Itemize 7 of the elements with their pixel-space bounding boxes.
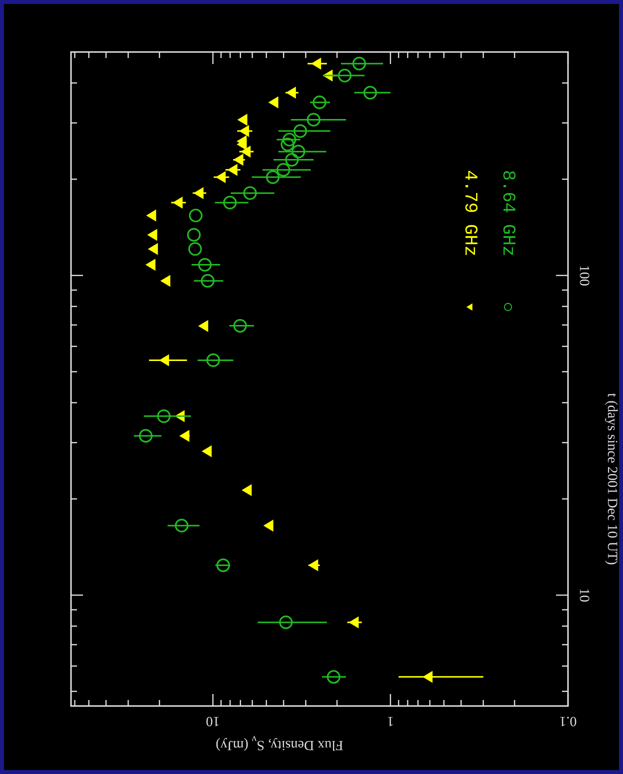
x-tick-label: 1 xyxy=(386,712,394,728)
y-axis-title: t (days since 2001 Dec 10 UT) xyxy=(604,393,619,566)
y-tick-label: 100 xyxy=(576,264,591,286)
x-tick-label: 0.1 xyxy=(559,712,577,728)
text: 8.64 GHz xyxy=(497,170,518,256)
text: 4.79 GHz xyxy=(459,170,480,256)
x-tick-label: 10 xyxy=(206,712,220,728)
